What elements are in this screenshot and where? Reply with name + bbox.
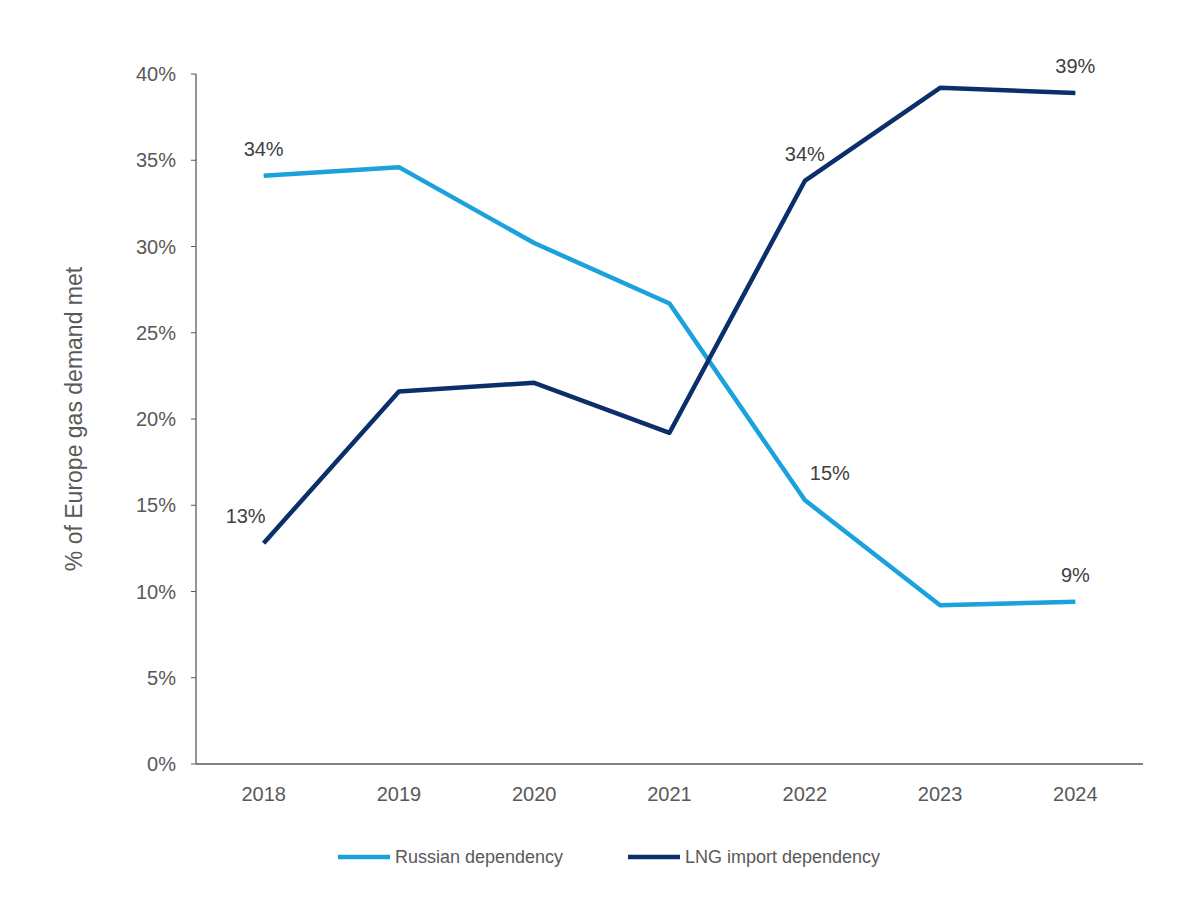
data-label: 34% [785, 143, 825, 165]
x-tick-label: 2021 [647, 783, 692, 805]
x-tick-label: 2022 [783, 783, 828, 805]
x-tick-label: 2024 [1053, 783, 1098, 805]
data-label: 15% [810, 462, 850, 484]
x-tick-label: 2019 [377, 783, 422, 805]
x-tick-label: 2018 [241, 783, 286, 805]
legend-swatch [338, 855, 390, 860]
series-line [264, 88, 1076, 543]
series-line [264, 167, 1076, 605]
data-label: 9% [1061, 564, 1090, 586]
y-tick-label: 35% [136, 149, 176, 171]
y-tick [191, 419, 196, 420]
y-tick [191, 677, 196, 678]
y-tick [191, 591, 196, 592]
legend-label: LNG import dependency [685, 847, 880, 867]
legend-swatch [628, 855, 680, 860]
plot-area [264, 88, 1076, 606]
x-tick-label: 2023 [918, 783, 963, 805]
data-label: 39% [1055, 55, 1095, 77]
chart: 0% 5% 10% 15% 20% 25% 30% 35% 40% 2018 2019 2020 202… [0, 0, 1203, 914]
x-axis [196, 763, 1143, 764]
y-tick [191, 332, 196, 333]
y-tick-label: 10% [136, 581, 176, 603]
y-tick [191, 246, 196, 247]
y-tick-label: 25% [136, 322, 176, 344]
y-tick-label: 15% [136, 494, 176, 516]
y-tick [191, 160, 196, 161]
y-axis-label: % of Europe gas demand met [61, 266, 87, 571]
y-tick-label: 40% [136, 63, 176, 85]
y-tick [191, 505, 196, 506]
y-tick-label: 5% [147, 667, 176, 689]
data-label: 34% [244, 138, 284, 160]
legend-label: Russian dependency [395, 847, 563, 867]
y-tick-label: 20% [136, 408, 176, 430]
y-tick [191, 74, 196, 75]
y-tick-label: 30% [136, 236, 176, 258]
y-axis [195, 74, 196, 764]
x-tick-label: 2020 [512, 783, 557, 805]
y-tick-label: 0% [147, 753, 176, 775]
data-label: 13% [226, 505, 266, 527]
y-tick [191, 764, 196, 765]
